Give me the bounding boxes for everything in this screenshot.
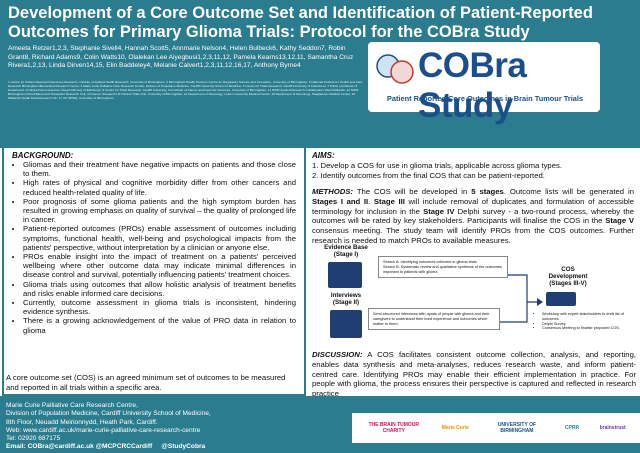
methods-text: The COS will be developed in bbox=[353, 187, 472, 196]
methods-text: will include removal of duplicates and f… bbox=[312, 196, 634, 216]
node-label: Interviews (Stage II) bbox=[318, 292, 374, 306]
icon bbox=[546, 292, 576, 306]
contact-line: Web: www.cardiff.ac.uk/marie-curie-palli… bbox=[6, 426, 201, 434]
bullet: Poor prognosis of some glioma patients a… bbox=[23, 197, 296, 225]
contact-line: Division of Population Medicine, Cardiff… bbox=[6, 410, 211, 418]
partner-logo: UNIVERSITY OF BIRMINGHAM bbox=[497, 422, 537, 434]
contact-social: @StudyCobra bbox=[161, 443, 206, 451]
section-heading: BACKGROUND: bbox=[12, 151, 74, 160]
contact-line: Tel: 02920 687175 bbox=[6, 435, 61, 443]
poster-title: Development of a Core Outcome Set and Id… bbox=[8, 4, 593, 41]
section-heading: METHODS: bbox=[312, 187, 353, 196]
methods-text: . Outcome lists will be generated in bbox=[503, 187, 634, 196]
methods-text: . bbox=[368, 196, 374, 206]
bullet: Currently, outcome assessment in glioma … bbox=[23, 298, 296, 316]
contact: Marie Curie Palliative Care Research Cen… bbox=[6, 402, 211, 452]
icon bbox=[330, 310, 362, 338]
node-item: Delphi Survey bbox=[542, 322, 628, 327]
bullet: Glioma trials using outcomes that allow … bbox=[23, 280, 296, 298]
bullet: Patient-reported outcomes (PROs) enable … bbox=[23, 224, 296, 252]
methods-text: Stage IV bbox=[423, 206, 455, 216]
contact-email: Email: COBra@cardiff.ac.uk @MCPCRCCardif… bbox=[6, 443, 153, 451]
node-item: Workshop with expert stakeholders to dra… bbox=[542, 312, 628, 322]
affiliations: 1 Centre for Patient Reported Outcomes R… bbox=[8, 80, 363, 100]
methods-text: Stage V bbox=[605, 216, 634, 226]
methods-text: Delphi survey - a two-round process, whe… bbox=[312, 206, 634, 226]
node-title: Evidence Base bbox=[324, 244, 368, 251]
node-label: COS Development (Stages III-V) bbox=[528, 266, 608, 287]
node-box: Semi-structured interviews with dyads of… bbox=[368, 308, 500, 331]
section-heading: DISCUSSION: bbox=[312, 350, 363, 359]
node-stage: (Stage I) bbox=[333, 251, 359, 258]
node-text: Search A: Identifying outcomes collected… bbox=[383, 260, 477, 264]
authors: Ameeta Retzer1,2,3, Stephanie Sivell4, H… bbox=[8, 45, 354, 70]
node-text: Search B: Systematic review and qualitat… bbox=[383, 264, 502, 274]
methods-text: consensus meeting. The study team will i… bbox=[312, 226, 634, 245]
partner-logo: THE BRAIN TUMOUR CHARITY bbox=[368, 422, 420, 434]
section-heading: AIMS: bbox=[312, 151, 335, 160]
partner-logos: THE BRAIN TUMOUR CHARITY Marie Curie UNIVE… bbox=[352, 413, 640, 443]
node-item: Consensus Meeting to finalise proposed C… bbox=[542, 326, 628, 331]
discussion-text: A COS facilitates consistent outcome col… bbox=[312, 350, 636, 399]
node-stage: (Stages III-V) bbox=[549, 280, 587, 287]
bullet: There is a growing acknowledgement of th… bbox=[23, 316, 296, 334]
methods: METHODS: The COS will be developed in 5 … bbox=[312, 187, 634, 246]
icon bbox=[328, 262, 362, 288]
node-title: Development bbox=[548, 273, 588, 280]
node-label: Evidence Base (Stage I) bbox=[318, 244, 374, 258]
partner-logo: CPRR bbox=[564, 425, 580, 431]
methods-text: Stage III bbox=[373, 196, 405, 206]
contact-line: 8th Floor, Neuadd Meirionnydd, Heath Par… bbox=[6, 418, 158, 426]
node-title: Interviews bbox=[330, 292, 362, 299]
partner-logo: Marie Curie bbox=[441, 425, 469, 431]
diagram-arrows bbox=[500, 274, 543, 323]
discussion: DISCUSSION: A COS facilitates consistent… bbox=[312, 350, 636, 399]
node-title: COS bbox=[561, 266, 575, 273]
cos-definition: A core outcome set (COS) is an agreed mi… bbox=[6, 373, 286, 392]
logo-subtitle: Patient Reported Core Outcomes in Brain … bbox=[386, 94, 584, 103]
node-stage: (Stage II) bbox=[332, 299, 360, 306]
node-box: Search A: Identifying outcomes collected… bbox=[378, 256, 508, 279]
aim: 1. Develop a COS for use in glioma trial… bbox=[312, 160, 562, 170]
node-box: Workshop with expert stakeholders to dra… bbox=[532, 309, 632, 335]
bullet: High rates of physical and cognitive mor… bbox=[23, 178, 296, 196]
bullet: Gliomas and their treatment have negativ… bbox=[23, 160, 296, 178]
contact-line: Marie Curie Palliative Care Research Cen… bbox=[6, 402, 138, 409]
aim: 2. Identify outcomes from the final COS … bbox=[312, 170, 545, 180]
partner-logo: brainstrust bbox=[599, 425, 626, 431]
methods-text: 5 stages bbox=[471, 187, 504, 196]
study-logo: COBra Study Patient Reported Core Outcom… bbox=[368, 42, 600, 125]
logo-icon bbox=[376, 54, 414, 84]
methods-text: Stages I and II bbox=[312, 196, 369, 206]
bullet-list: Gliomas and their treatment have negativ… bbox=[12, 160, 296, 335]
background-panel: BACKGROUND: Gliomas and their treatment … bbox=[2, 148, 306, 396]
logo-title: COBra Study bbox=[418, 46, 527, 125]
aims: AIMS: 1. Develop a COS for use in glioma… bbox=[312, 151, 634, 180]
bullet: PROs enable insight into the impact of t… bbox=[23, 252, 296, 280]
